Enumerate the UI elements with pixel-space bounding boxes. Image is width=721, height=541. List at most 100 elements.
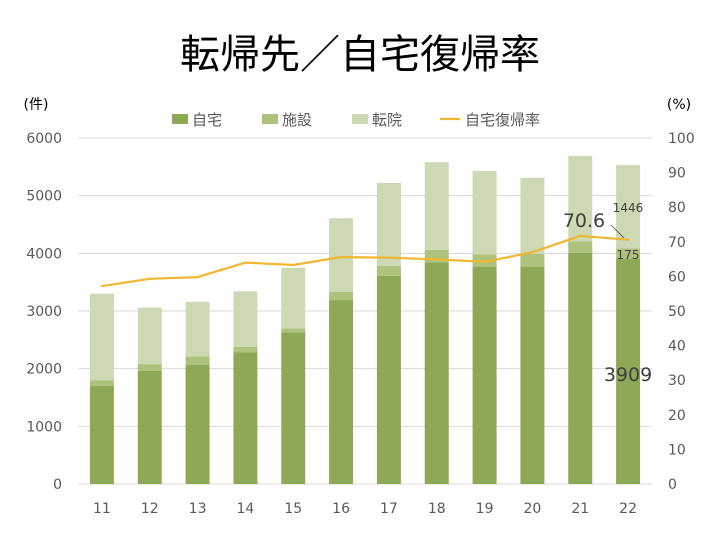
bar-転院 [89,293,114,381]
legend-swatch [352,114,368,124]
right-tick-label: 10 [668,442,686,458]
right-axis-label: (%) [667,97,691,113]
bar-自宅 [233,352,258,484]
bar-転院 [281,267,306,329]
left-tick-label: 5000 [26,189,62,205]
bar-自宅 [376,275,401,484]
legend: 自宅 施設 転院 自宅復帰率 [172,111,540,129]
x-tick-label: 21 [571,501,589,517]
bar-施設 [520,253,545,267]
right-axis-ticks: 0 10 20 30 40 50 60 70 80 90 100 [668,131,695,493]
rate-point [626,238,630,241]
bar-施設 [281,328,306,333]
legend-label: 自宅 [192,111,222,129]
bar-転院 [424,162,449,250]
x-axis-ticks: 11 12 13 14 15 16 17 18 19 20 21 22 [93,501,637,517]
x-tick-label: 12 [141,501,159,517]
x-tick-label: 18 [428,501,446,517]
left-tick-label: 3000 [26,304,62,320]
rate-point [292,263,295,267]
bar-施設 [89,380,114,386]
left-axis-label: (件) [24,97,49,113]
transfer-label-leader [610,224,625,239]
facility-data-label: 175 [617,248,640,262]
x-tick-label: 15 [284,501,302,517]
bar-転院 [185,301,210,357]
bar-転院 [233,291,258,347]
x-tick-label: 13 [189,501,207,517]
rate-point [339,255,343,259]
right-tick-label: 20 [668,408,686,424]
left-tick-label: 6000 [26,131,62,147]
bar-転院 [137,307,162,365]
bar-自宅 [520,266,545,484]
right-tick-label: 60 [668,269,686,285]
bar-施設 [137,364,162,371]
right-tick-label: 50 [668,304,686,320]
rate-point [387,256,391,259]
bar-施設 [185,356,210,365]
x-tick-label: 11 [93,501,111,517]
bar-転院 [329,218,354,292]
right-tick-label: 70 [668,235,686,251]
gridlines [78,137,652,485]
rate-line-layer [100,234,630,288]
bar-施設 [616,248,641,259]
x-tick-label: 17 [380,501,398,517]
legend-swatch [172,114,188,124]
bar-施設 [472,254,497,267]
bar-施設 [329,291,354,301]
right-tick-label: 90 [668,166,686,182]
rate-point [435,258,438,261]
bar-自宅 [424,262,449,484]
rate-point [196,275,199,279]
bar-自宅 [89,385,114,484]
right-tick-label: 0 [668,477,677,493]
rate-point [100,284,104,288]
bar-転院 [568,155,593,242]
rate-point [531,250,534,254]
left-tick-label: 2000 [26,362,62,378]
x-tick-label: 14 [237,501,255,517]
bar-自宅 [137,370,162,484]
bar-自宅 [185,364,210,484]
bars [89,155,641,484]
bar-施設 [568,241,593,253]
bar-施設 [376,266,401,276]
right-tick-label: 40 [668,339,686,355]
bar-施設 [233,346,258,353]
bar-転院 [376,182,401,267]
right-tick-label: 80 [668,200,686,216]
legend-label: 施設 [282,111,312,129]
bar-転院 [520,177,545,254]
chart-title: 転帰先／自宅復帰率 [180,32,540,78]
bar-転院 [472,170,497,255]
x-tick-label: 22 [619,501,637,517]
rate-point [148,277,151,281]
right-tick-label: 100 [668,131,695,147]
rate-point [483,260,486,264]
rate-data-label: 70.6 [563,210,605,232]
rate-point [244,261,247,264]
legend-swatch [262,114,278,124]
left-tick-label: 4000 [26,246,62,262]
home-data-label: 3909 [604,364,652,386]
left-axis-ticks: 0 1000 2000 3000 4000 5000 6000 [26,131,62,493]
right-tick-label: 30 [668,373,686,389]
bar-自宅 [616,258,641,484]
rate-point [579,234,582,238]
rate-line [101,234,629,288]
x-tick-label: 19 [476,501,494,517]
legend-label: 転院 [372,111,402,129]
x-tick-label: 16 [332,501,350,517]
bar-自宅 [568,252,593,484]
legend-label: 自宅復帰率 [465,111,540,129]
bar-自宅 [472,266,497,484]
bar-自宅 [329,300,354,484]
left-tick-label: 1000 [26,419,62,435]
left-tick-label: 0 [53,477,62,493]
x-tick-label: 20 [524,501,542,517]
transfer-data-label: 1446 [613,201,644,215]
bar-自宅 [281,332,306,484]
